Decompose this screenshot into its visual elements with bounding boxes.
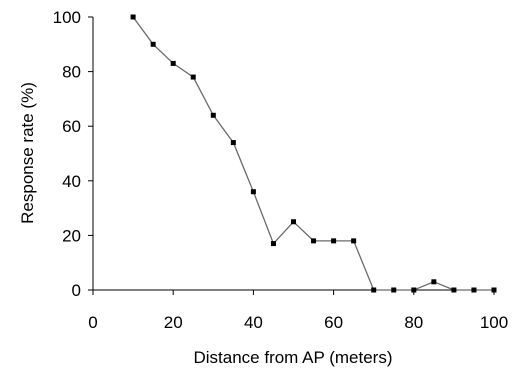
data-point-marker [431, 279, 437, 285]
y-tick-label: 100 [53, 8, 81, 27]
data-point-marker [210, 112, 216, 118]
y-ticks: 0 20 40 60 80 100 [53, 8, 93, 300]
data-point-marker [250, 189, 256, 195]
y-tick-label: 40 [62, 172, 81, 191]
x-tick-label: 40 [244, 313, 263, 332]
data-point-marker [451, 287, 457, 293]
data-point-marker [371, 287, 377, 293]
x-tick-label: 80 [404, 313, 423, 332]
y-tick-label: 60 [62, 117, 81, 136]
y-tick-label: 20 [62, 226, 81, 245]
data-point-marker [411, 287, 417, 293]
y-axis-label: Response rate (%) [18, 82, 37, 224]
data-point-marker [190, 74, 196, 80]
axes [92, 17, 494, 291]
x-ticks: 0 20 40 60 80 100 [88, 290, 508, 332]
data-point-marker [170, 60, 176, 66]
x-tick-label: 100 [480, 313, 508, 332]
data-point-marker [471, 287, 477, 293]
data-point-marker [291, 219, 296, 225]
series [130, 14, 497, 293]
data-point-marker [130, 14, 136, 20]
x-tick-label: 20 [164, 313, 183, 332]
data-point-marker [311, 238, 317, 244]
data-point-marker [491, 287, 497, 293]
data-point-marker [331, 238, 337, 244]
data-point-marker [391, 287, 397, 293]
x-tick-label: 60 [324, 313, 343, 332]
data-point-marker [270, 241, 276, 247]
y-tick-label: 80 [62, 63, 81, 82]
data-point-marker [351, 238, 357, 244]
data-point-marker [230, 140, 236, 146]
data-point-marker [150, 41, 156, 47]
series-line [132, 16, 494, 291]
y-tick-label: 0 [72, 281, 81, 300]
x-axis-label: Distance from AP (meters) [193, 348, 392, 367]
x-tick-label: 0 [88, 313, 97, 332]
